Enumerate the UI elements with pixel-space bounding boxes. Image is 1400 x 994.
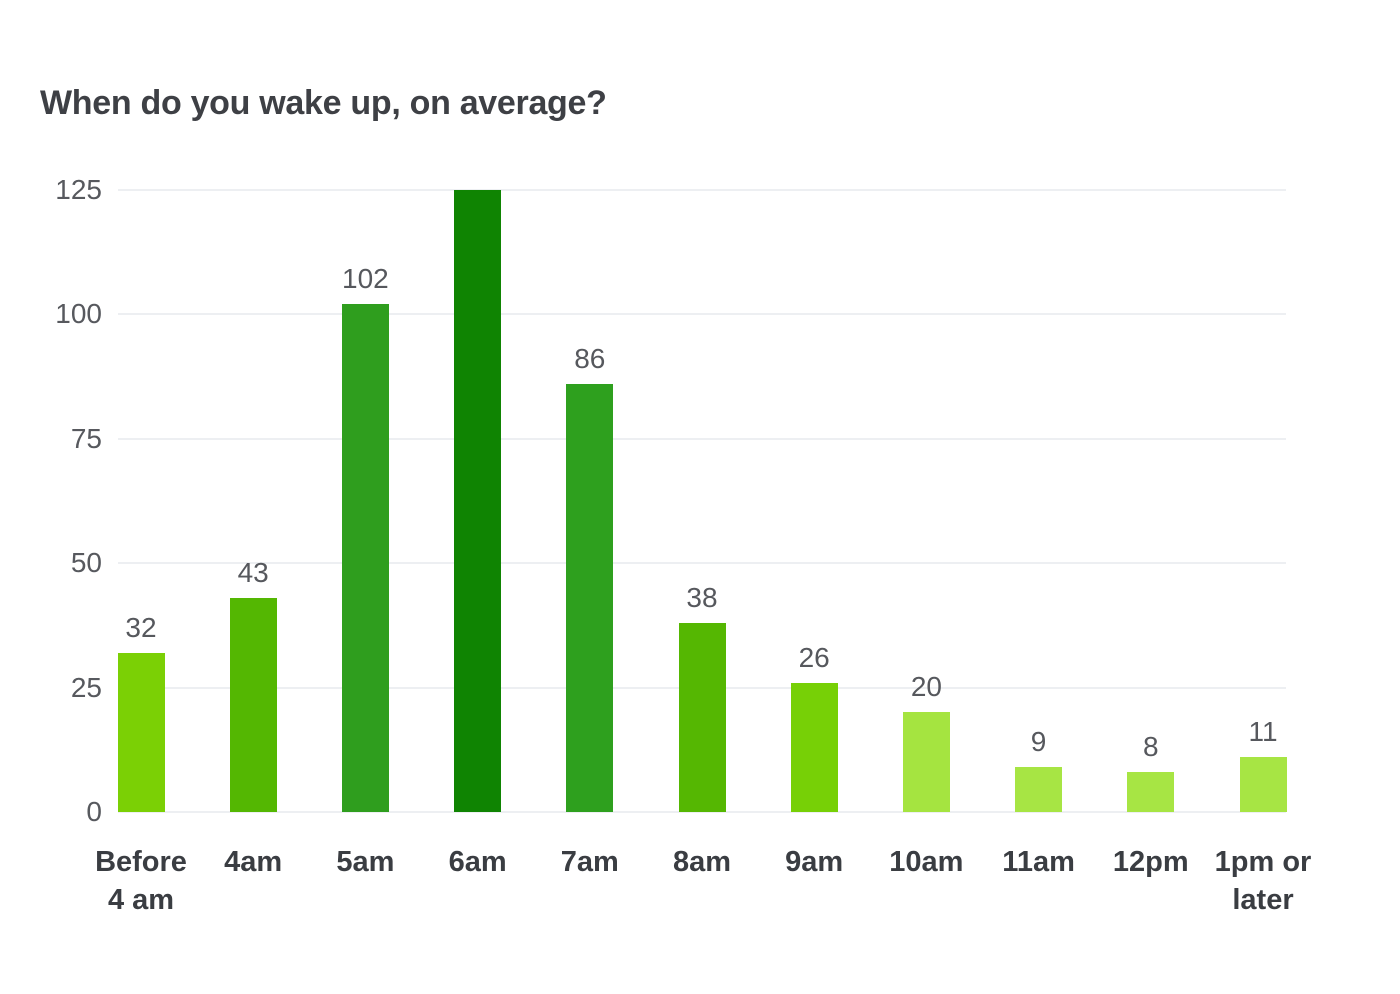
x-tick-label-10am: 10am <box>889 846 964 878</box>
x-tick-label-5am: 5am <box>336 846 395 878</box>
bar-11am <box>1015 767 1063 812</box>
x-tick-label-9am: 9am <box>785 846 844 878</box>
bar-value-label: 32 <box>125 611 157 643</box>
bar-value-label: 102 <box>342 263 389 295</box>
bar-value-label: 26 <box>798 641 830 673</box>
gridline <box>118 189 1286 191</box>
x-tick-label-8am: 8am <box>672 846 732 878</box>
bar-value-label: 38 <box>686 581 718 613</box>
y-tick-label: 25 <box>70 671 102 703</box>
y-tick-label: 75 <box>70 422 102 454</box>
bar-value-label: 9 <box>1030 726 1047 758</box>
bar-4am <box>229 598 277 812</box>
y-axis: 0 25 50 75 100 125 <box>0 174 102 827</box>
plot-area: 32 Before 4 am 43 4am 102 5am 6am 86 7am 38 8am 26 9… <box>95 189 1311 916</box>
x-tick-label-7am: 7am <box>560 846 619 878</box>
chart-title: When do you wake up, on average? <box>40 84 607 122</box>
bar-7am <box>566 384 614 812</box>
bar-10am <box>902 712 950 812</box>
bar-value-label: 86 <box>574 343 606 375</box>
x-tick-label-before-4-am: Before 4 am <box>95 846 187 916</box>
gridline <box>118 562 1286 565</box>
bar-value-label: 43 <box>237 557 269 589</box>
bar-9am <box>790 682 838 812</box>
bar-before-4-am <box>117 652 165 812</box>
gridline <box>118 811 1286 813</box>
y-tick-label: 125 <box>55 174 102 205</box>
x-tick-label-1pm-or-later: 1pm or later <box>1214 846 1312 916</box>
bar-value-label: 11 <box>1248 716 1278 748</box>
bar-5am <box>341 304 389 812</box>
x-tick-label-12pm: 12pm <box>1112 846 1189 878</box>
x-tick-label-4am: 4am <box>224 846 283 878</box>
bar-8am <box>678 622 726 812</box>
bar-6am <box>454 190 502 812</box>
bar-value-label: 20 <box>910 671 942 703</box>
y-tick-label: 50 <box>70 547 102 579</box>
gridline <box>118 313 1286 316</box>
y-tick-label: 0 <box>86 796 102 827</box>
y-tick-label: 100 <box>55 298 102 330</box>
x-tick-label-11am: 11am <box>1002 846 1075 878</box>
x-tick-label-6am: 6am <box>448 846 507 878</box>
gridline <box>118 437 1286 440</box>
bar-1pm-or-later <box>1239 757 1287 812</box>
bar-value-label: 8 <box>1143 731 1159 763</box>
bar-12pm <box>1127 772 1175 812</box>
